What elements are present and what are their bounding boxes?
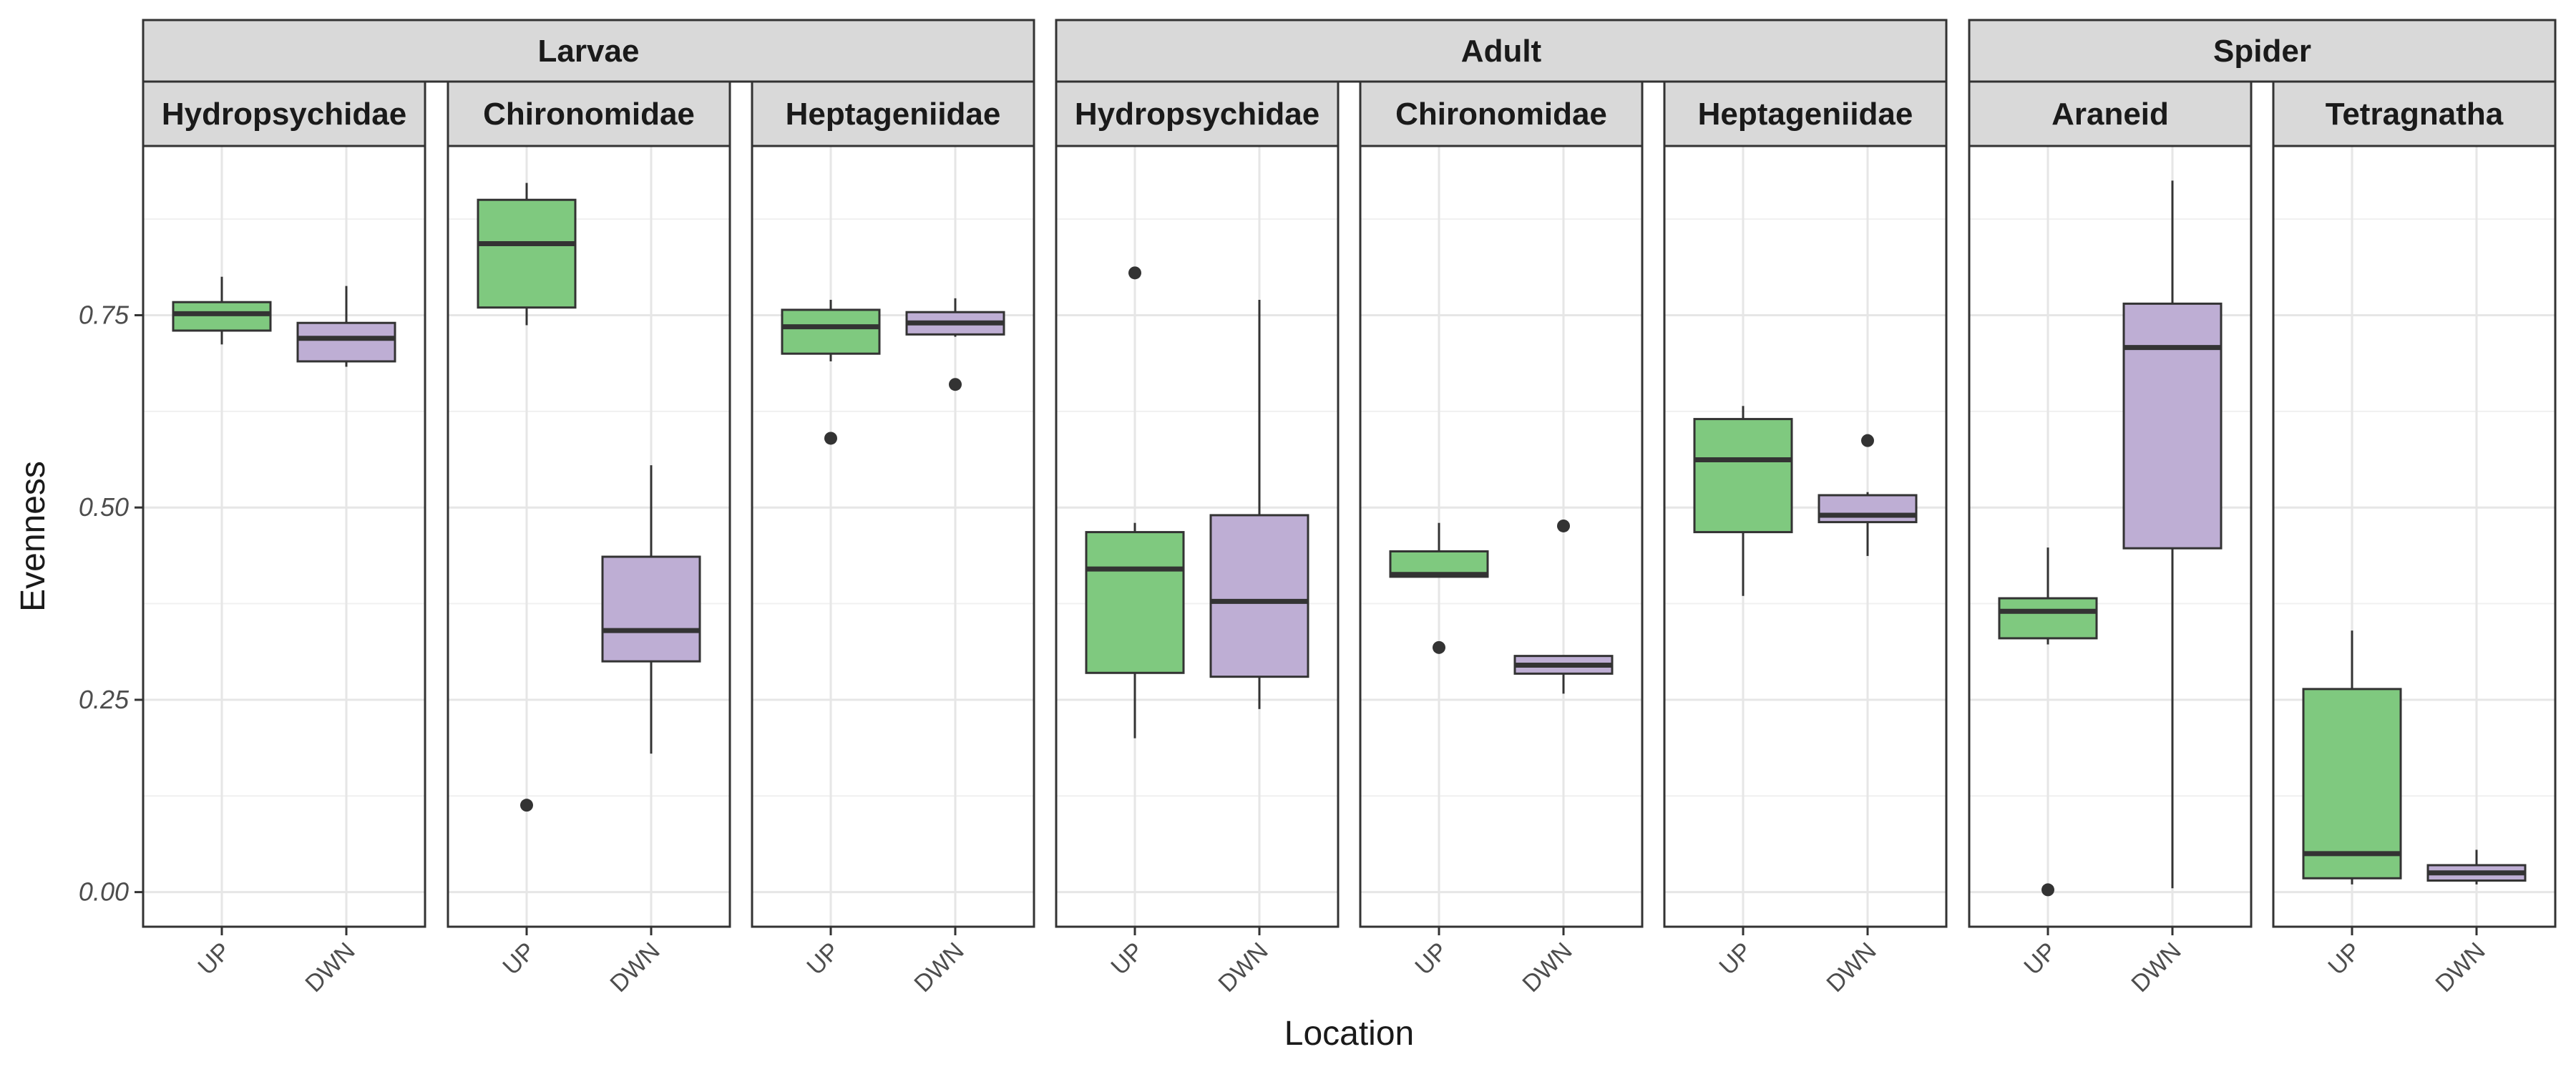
panel-strip	[1055, 80, 1340, 147]
group-strip	[142, 19, 1035, 83]
panel-border	[1055, 145, 1340, 928]
outlier-point	[1128, 266, 1141, 280]
box-dwn	[601, 555, 701, 663]
panel-border	[1968, 145, 2253, 928]
x-tick-label: UP	[1714, 937, 1757, 980]
panel-strip	[2272, 80, 2557, 147]
outlier-point	[520, 799, 533, 812]
panel-strip	[1359, 80, 1644, 147]
x-tick-label: DWN	[2126, 937, 2186, 998]
y-tick-label: 0.25	[79, 685, 130, 714]
x-tick-label: UP	[2323, 937, 2366, 980]
panel-strip-label: Chironomidae	[483, 97, 695, 132]
panel-border	[1359, 145, 1644, 928]
panel-background	[1664, 146, 1946, 927]
x-tick-label: UP	[801, 937, 844, 980]
panel-strip-label: Heptageniidae	[1698, 97, 1913, 132]
group-strip	[1055, 19, 1948, 83]
x-tick-label: DWN	[1213, 937, 1273, 998]
box-up	[781, 308, 881, 355]
outlier-point	[2041, 883, 2054, 897]
box-up	[1998, 597, 2098, 640]
outlier-point	[1557, 519, 1570, 532]
panel-background	[752, 146, 1034, 927]
box-up	[477, 198, 577, 309]
panel-strip	[1968, 80, 2253, 147]
group-strip-label: Spider	[2213, 34, 2311, 69]
x-axis-title: Location	[1284, 1015, 1414, 1053]
panel-strip	[142, 80, 426, 147]
box-up	[172, 301, 272, 332]
panel-strip-label: Araneid	[2051, 97, 2169, 132]
x-tick-label: UP	[1410, 937, 1453, 980]
box-up	[1693, 418, 1793, 534]
y-axis-title: Evenness	[14, 461, 52, 612]
x-tick-label: DWN	[1821, 937, 1881, 998]
panel-border	[2272, 145, 2557, 928]
y-tick-label: 0.75	[79, 300, 130, 329]
x-tick-label: UP	[497, 937, 540, 980]
box-up	[2302, 688, 2402, 879]
y-tick-label: 0.50	[79, 492, 129, 522]
x-tick-label: DWN	[605, 937, 665, 998]
box-up	[1085, 531, 1185, 674]
group-strip	[1968, 19, 2557, 83]
outlier-point	[824, 432, 837, 445]
y-tick-label: 0.00	[79, 877, 129, 907]
x-tick-label: DWN	[1517, 937, 1577, 998]
group-strip-label: Larvae	[538, 34, 640, 69]
outlier-point	[1433, 640, 1445, 654]
group-strip-label: Adult	[1461, 34, 1542, 69]
outlier-point	[1861, 434, 1874, 447]
panel-strip-label: Hydropsychidae	[1075, 97, 1319, 132]
panel-border	[142, 145, 426, 928]
panel-border	[1663, 145, 1948, 928]
x-tick-label: UP	[2019, 937, 2062, 980]
x-tick-label: DWN	[909, 937, 969, 998]
box-dwn	[1209, 514, 1309, 678]
panel-strip	[751, 80, 1035, 147]
x-tick-label: DWN	[2430, 937, 2490, 998]
panel-strip-label: Hydropsychidae	[162, 97, 406, 132]
panel-strip-label: Chironomidae	[1395, 97, 1607, 132]
x-tick-label: DWN	[300, 937, 360, 998]
panel-strip-label: Tetragnatha	[2326, 97, 2504, 132]
box-dwn	[296, 321, 396, 363]
panel-background	[1360, 146, 1642, 927]
panel-strip-label: Heptageniidae	[786, 97, 1001, 132]
box-dwn	[1818, 494, 1918, 524]
box-dwn	[2122, 302, 2223, 550]
x-tick-label: UP	[192, 937, 235, 980]
outlier-point	[949, 378, 962, 391]
panel-border	[751, 145, 1035, 928]
panel-border	[447, 145, 731, 928]
panel-background	[143, 146, 425, 927]
x-tick-label: UP	[1106, 937, 1148, 980]
